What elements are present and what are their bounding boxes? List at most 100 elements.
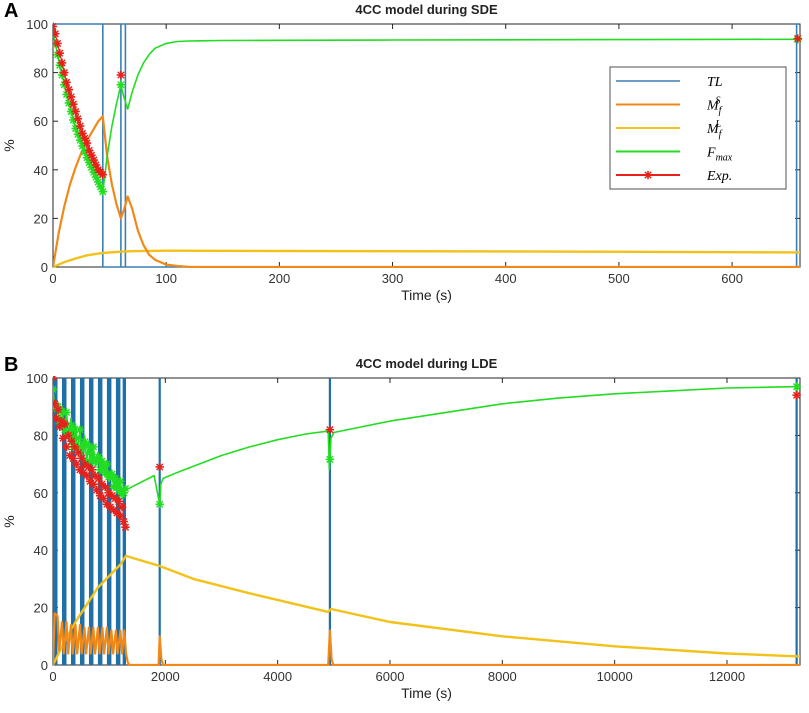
lde-exp-marker-d2 <box>53 414 61 422</box>
lde-exp-marker <box>99 494 108 503</box>
sde-xlabel: Time (s) <box>401 287 452 303</box>
sde-xtick-label: 200 <box>269 271 291 286</box>
sde-exp-marker-d2 <box>81 134 89 142</box>
lde-tl-pulse <box>106 378 112 665</box>
lde-ytick-label: 100 <box>26 371 48 386</box>
sde-fmax-marker-d2 <box>78 142 87 150</box>
lde-exp-marker <box>53 405 63 414</box>
sde-exp-marker <box>62 78 71 87</box>
lde-exp-marker <box>87 465 96 475</box>
sde-ytick-label: 60 <box>34 114 48 129</box>
lde-tl-pulse <box>79 378 85 665</box>
lde-exp-marker-d2 <box>61 420 69 428</box>
lde-exp-marker-d2 <box>792 391 801 399</box>
lde-fmax-marker <box>53 385 58 394</box>
lde-fmax-marker <box>75 425 85 434</box>
sde-ytick-label: 100 <box>26 17 48 32</box>
sde-fmax-marker-d2 <box>96 183 105 191</box>
sde-exp-marker-d2 <box>92 161 100 169</box>
sde-exp-marker-d2 <box>117 71 125 79</box>
sde-fmax-marker-d2 <box>117 81 125 89</box>
sde-xtick-label: 600 <box>721 271 743 286</box>
sde-exp-marker <box>75 121 85 131</box>
sde-fmax-marker <box>116 80 126 89</box>
lde-exp-marker <box>53 376 58 383</box>
sde-exp-marker-d2 <box>60 68 68 77</box>
lde-fmax-marker-d1 <box>53 388 57 394</box>
sde-exp-marker-d2 <box>87 151 96 159</box>
lde-fmax-marker <box>325 455 335 464</box>
sde-legend-sub: f <box>719 106 723 117</box>
lde-ylabel: % <box>1 515 17 527</box>
sde-exp-marker <box>116 70 126 80</box>
sde-ytick-label: 20 <box>34 211 48 226</box>
sde-legend-label: TL <box>707 75 723 90</box>
lde-exp-marker <box>89 479 98 489</box>
sde-exp-marker-d2 <box>67 93 75 101</box>
sde-fmax-marker-d2 <box>99 188 107 196</box>
lde-fmax-marker-d2 <box>67 421 76 429</box>
sde-exp-marker-d2 <box>62 78 71 86</box>
sde-exp-marker <box>60 68 69 77</box>
sde-exp-marker <box>71 107 80 116</box>
sde-exp-marker-d2 <box>794 34 802 43</box>
lde-exp-marker-d2 <box>101 483 109 491</box>
sde-title: 4CC model during SDE <box>355 2 498 17</box>
lde-ytick-label: 80 <box>34 428 48 443</box>
lde-exp-marker-d2 <box>93 486 101 494</box>
sde-exp-marker <box>55 48 64 58</box>
chart-panel-a: 4CC model during SDE 0 100 200 300 400 500 600 0… <box>1 2 802 303</box>
lde-title: 4CC model during LDE <box>356 356 498 371</box>
sde-ytick-label: 0 <box>41 260 48 275</box>
lde-exp-marker <box>60 419 69 429</box>
sde-exp-marker-d2 <box>56 49 64 57</box>
lde-fmax-marker-d2 <box>101 469 109 477</box>
lde-plot-area <box>53 376 801 666</box>
sde-legend-sup: S <box>715 96 720 107</box>
lde-tl-pulse <box>53 378 58 665</box>
sde-exp-marker-d2 <box>53 39 62 48</box>
sde-series-tl <box>53 23 799 268</box>
lde-xtick-label: 12000 <box>709 669 745 684</box>
lde-exp-marker <box>155 462 164 472</box>
lde-exp-marker <box>121 523 130 532</box>
lde-exp-marker-d2 <box>118 503 126 511</box>
sde-xtick-label: 0 <box>49 271 56 286</box>
lde-exp-marker-d2 <box>94 474 103 483</box>
lde-exp-marker-d2 <box>83 471 91 480</box>
sde-exp-marker <box>53 29 60 38</box>
lde-fmax-marker <box>89 442 98 452</box>
lde-exp-marker <box>101 482 110 492</box>
lde-fmax-marker-d2 <box>98 457 106 465</box>
lde-exp-marker <box>792 391 801 400</box>
sde-legend-label: MfL <box>706 119 723 140</box>
sde-exp-marker <box>69 99 78 109</box>
sde-exp-marker-d2 <box>78 129 87 137</box>
lde-exp-marker-d2 <box>64 431 72 440</box>
lde-exp-marker <box>74 448 83 457</box>
sde-exp-marker-d2 <box>53 22 57 28</box>
lde-exp-marker-d2 <box>121 523 130 531</box>
sde-legend-entry-mfl: MfL <box>616 119 723 140</box>
lde-exp-marker-d2 <box>69 454 77 463</box>
sde-series-mfl <box>53 249 801 268</box>
lde-tl-pulse <box>97 378 103 665</box>
lde-exp-marker <box>69 454 78 463</box>
lde-exp-marker <box>72 459 81 469</box>
sde-exp-marker-d2 <box>85 146 93 155</box>
sde-legend-sub: f <box>719 129 723 140</box>
sde-exp-marker-d2 <box>69 100 78 108</box>
lde-tl-pulse <box>115 378 121 665</box>
lde-exp-marker <box>325 425 335 434</box>
lde-fmax-marker-d2 <box>53 385 57 391</box>
lde-exp-marker <box>116 511 125 520</box>
lde-xtick-label: 2000 <box>151 669 180 684</box>
lde-exp-marker-d2 <box>120 517 128 526</box>
lde-fmax-marker <box>85 448 95 457</box>
lde-exp-marker-d2 <box>72 460 81 468</box>
lde-exp-marker <box>67 436 76 446</box>
lde-fmax-marker-d2 <box>57 407 66 415</box>
lde-xtick-label: 8000 <box>488 669 517 684</box>
lde-series-mfl <box>53 554 801 666</box>
